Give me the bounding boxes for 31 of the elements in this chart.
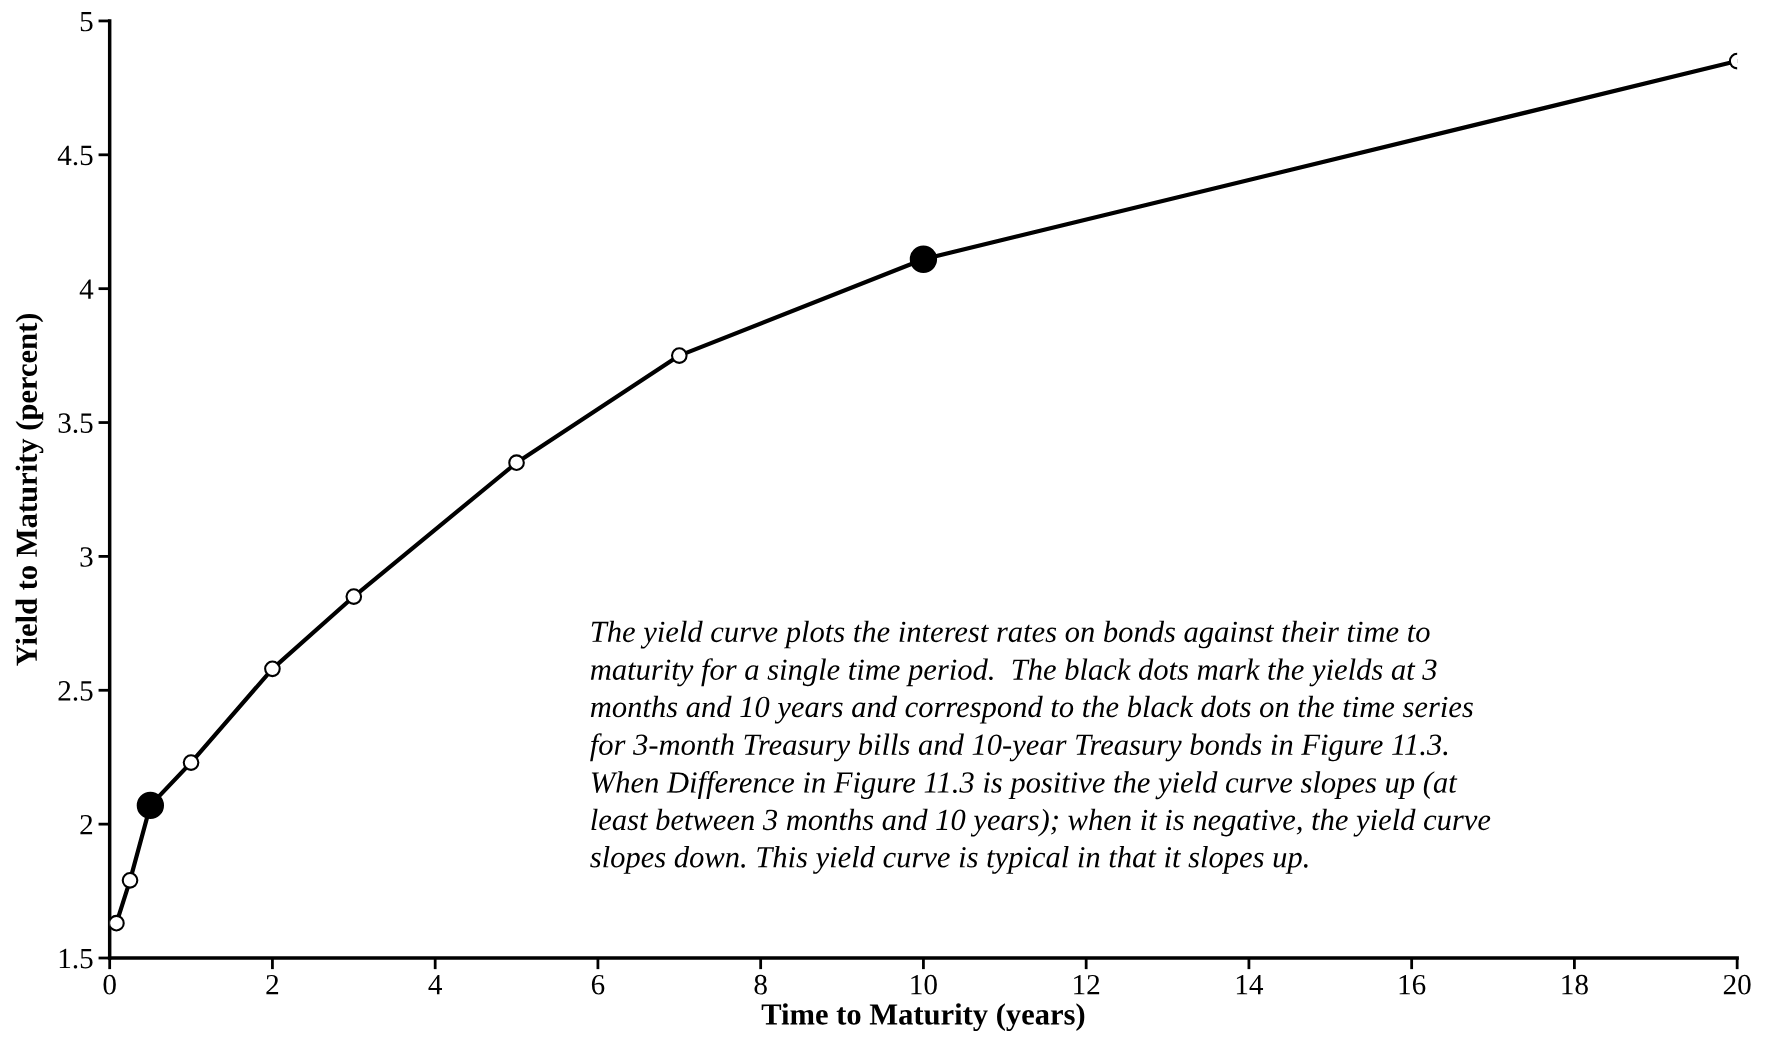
x-tick-label: 6 [591,974,605,995]
x-tick-label: 16 [1399,974,1426,995]
y-tick-label: 4 [79,279,94,299]
x-tick-label: 8 [754,974,767,995]
x-tick-label: 14 [1236,974,1264,995]
point [121,872,139,889]
x-tick-label: 12 [1074,974,1100,995]
y-tick-label: 3 [80,547,93,567]
x-axis-title: Time to Maturity (years) [761,1003,1085,1031]
x-tick-label: 0 [103,974,116,995]
y-tick-label: 4.5 [57,145,93,166]
point [345,588,363,605]
y-tick-label: 1.5 [59,948,93,969]
y-tick-label: 3.5 [58,413,93,434]
point [670,347,688,364]
x-tick-label: 20 [1723,974,1751,995]
point [136,791,165,820]
point [909,245,938,273]
point [264,660,281,678]
y-tick-label: 2 [80,814,93,835]
x-tick-label: 10 [911,974,937,995]
y-axis-title: Yield to Maturity (percent) [15,313,44,666]
x-tick-label: 18 [1562,974,1588,995]
point [182,754,200,771]
y-tick-label: 5 [80,11,93,32]
point [508,454,525,472]
x-tick-label: 4 [428,975,443,995]
annotation: The yield curve plots the interest rates on bonds against their time to maturity for a single time period. The black dots mark the yields at 3 months and 10 years and correspond to the black dots on the time series for 3-month Treasury bills and 10-year Treasury bonds in Figure 11.3. When Difference in Figure 11.3 is positive the yield curve slopes up (at least between 3 months and 10 years); when it is negative, the yield curve slopes down. This yield curve is typical in that it slopes up. [590,620,1491,874]
x-tick-label: 2 [266,974,279,995]
point [109,914,125,932]
y-tick-label: 2.5 [58,681,93,701]
